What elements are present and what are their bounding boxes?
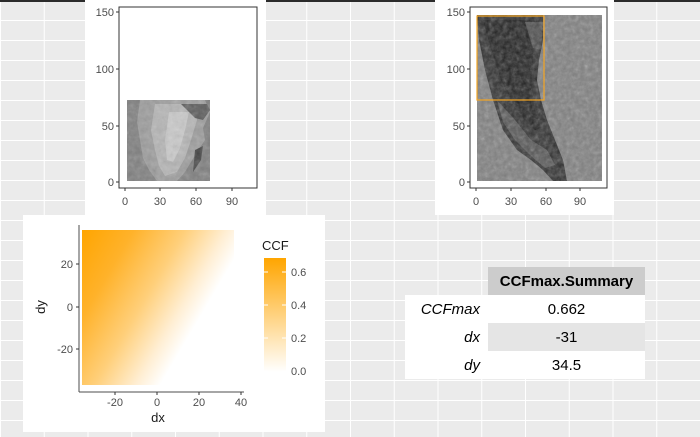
table-header: CCFmax.Summary (488, 267, 645, 295)
x-tick-label: 60 (190, 196, 202, 208)
search-image-raster (477, 15, 602, 181)
y-tick-label: -20 (57, 344, 73, 356)
legend-colorbar (264, 258, 286, 372)
x-tick-label: 0 (122, 196, 128, 208)
x-tick-label: 30 (154, 196, 166, 208)
x-axis-title: dx (151, 410, 165, 425)
y-axis-title: dy (33, 300, 48, 314)
row-value: -31 (488, 323, 645, 351)
x-tick-label: 90 (574, 196, 586, 208)
table-row: dx -31 (405, 323, 645, 351)
x-tick-label: 90 (226, 196, 238, 208)
table-row: CCFmax 0.662 (405, 295, 645, 323)
reference-image-raster (127, 100, 210, 181)
y-tick-label: 150 (447, 7, 465, 19)
x-tick-label: 0 (154, 397, 160, 409)
row-label: CCFmax (405, 295, 488, 323)
y-tick-label: 100 (447, 64, 465, 76)
search-image-panel: 150 100 50 0 0 30 60 90 (435, 0, 614, 215)
y-tick-label: 0 (108, 177, 114, 189)
match-highlight-box (476, 15, 545, 101)
search-y-ticks: 150 100 50 0 (447, 7, 470, 189)
x-tick-label: -20 (107, 397, 123, 409)
window-top-edge (0, 0, 700, 2)
reference-x-ticks: 0 30 60 90 (122, 188, 238, 208)
x-tick-label: 30 (505, 196, 517, 208)
y-tick-label: 150 (96, 7, 114, 19)
row-label: dy (405, 351, 488, 379)
x-tick-label: 40 (235, 397, 247, 409)
legend-tick-label: 0.0 (291, 366, 306, 378)
legend-title: CCF (262, 238, 289, 253)
ccf-surface-plot: 20 0 -20 -20 0 20 40 dx dy CCF 0.0 0.2 0… (33, 225, 306, 425)
y-tick-label: 20 (61, 259, 73, 271)
search-x-ticks: 0 30 60 90 (473, 188, 586, 208)
ccf-legend: CCF 0.0 0.2 0.4 0.6 (262, 238, 306, 378)
ccf-surface-panel: 20 0 -20 -20 0 20 40 dx dy CCF 0.0 0.2 0… (23, 215, 325, 432)
ccf-x-ticks: -20 0 20 40 (107, 392, 247, 409)
y-tick-label: 50 (102, 121, 114, 133)
y-tick-label: 0 (67, 302, 73, 314)
reference-y-ticks: 150 100 50 0 (96, 7, 119, 189)
table-corner (405, 267, 488, 295)
table-row: dy 34.5 (405, 351, 645, 379)
reference-image-panel: 150 100 50 0 0 30 60 90 (85, 0, 266, 215)
x-tick-label: 0 (473, 196, 479, 208)
legend-tick-label: 0.2 (291, 333, 306, 345)
ccf-y-ticks: 20 0 -20 (57, 259, 79, 356)
ccf-heatmap-raster (82, 230, 234, 385)
y-tick-label: 0 (459, 177, 465, 189)
search-image-plot: 150 100 50 0 0 30 60 90 (447, 6, 608, 208)
ccf-summary-table: CCFmax.Summary CCFmax 0.662 dx -31 dy 34… (405, 267, 645, 379)
row-value: 34.5 (488, 351, 645, 379)
reference-image-plot: 150 100 50 0 0 30 60 90 (96, 6, 258, 208)
legend-tick-label: 0.4 (291, 300, 306, 312)
legend-tick-label: 0.6 (291, 267, 306, 279)
x-tick-label: 60 (540, 196, 552, 208)
x-tick-label: 20 (193, 397, 205, 409)
y-tick-label: 50 (453, 121, 465, 133)
row-value: 0.662 (488, 295, 645, 323)
row-label: dx (405, 323, 488, 351)
y-tick-label: 100 (96, 64, 114, 76)
